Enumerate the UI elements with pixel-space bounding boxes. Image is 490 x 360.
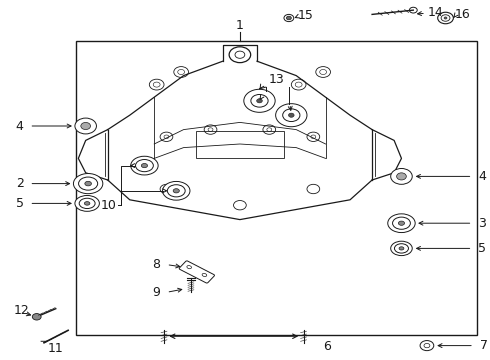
Ellipse shape [141,163,147,168]
Ellipse shape [391,241,412,256]
Text: 2: 2 [16,177,24,190]
Ellipse shape [399,247,404,250]
Ellipse shape [163,181,190,200]
Text: 5: 5 [478,242,487,255]
Text: 5: 5 [16,197,24,210]
Text: 4: 4 [16,120,24,132]
Text: 14: 14 [427,6,443,19]
Circle shape [289,113,294,117]
Text: 15: 15 [297,9,314,22]
Ellipse shape [75,195,99,211]
Text: 8: 8 [152,258,161,271]
Text: 7: 7 [480,339,488,352]
Circle shape [391,168,412,184]
Circle shape [444,17,447,19]
Ellipse shape [131,156,158,175]
Ellipse shape [173,189,179,193]
Text: 11: 11 [48,342,64,355]
Ellipse shape [388,214,415,233]
Circle shape [257,99,262,103]
Ellipse shape [398,221,405,225]
Circle shape [244,89,275,112]
Ellipse shape [85,181,92,186]
Text: 3: 3 [478,217,486,230]
Text: 16: 16 [454,8,470,21]
Text: 13: 13 [269,73,285,86]
Text: 1: 1 [236,19,244,32]
Text: 10: 10 [100,199,117,212]
Text: 9: 9 [153,286,161,299]
Circle shape [32,314,41,320]
Text: 6: 6 [323,340,331,353]
Circle shape [276,104,307,127]
FancyBboxPatch shape [179,261,215,283]
Circle shape [81,122,91,130]
Circle shape [287,16,292,20]
Bar [76,41,477,335]
Text: 4: 4 [478,170,486,183]
Circle shape [396,173,406,180]
Bar [196,131,284,158]
Text: 12: 12 [14,304,29,317]
Ellipse shape [84,202,90,205]
Ellipse shape [74,174,103,194]
Circle shape [75,118,97,134]
